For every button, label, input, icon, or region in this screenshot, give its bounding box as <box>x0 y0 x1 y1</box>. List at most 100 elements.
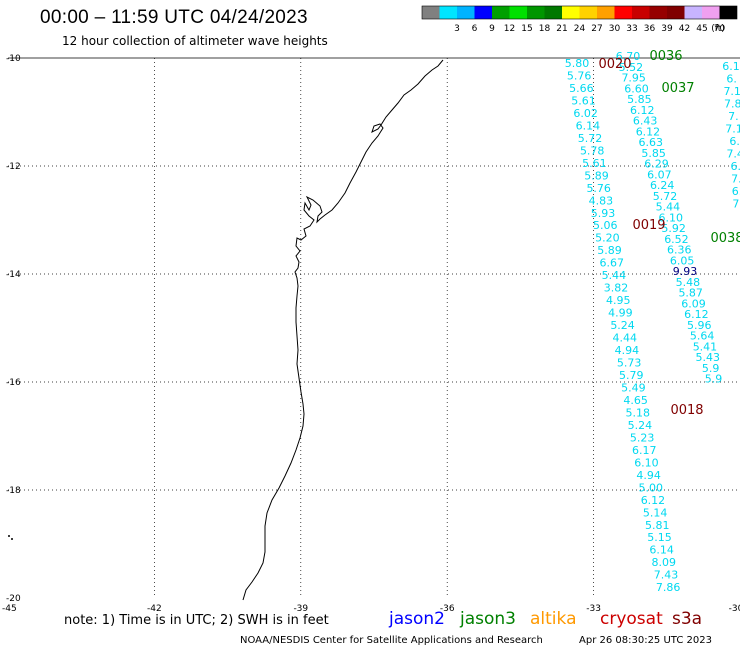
wave-height-label: 5.85 <box>641 147 666 160</box>
wave-height-label: 6. <box>731 160 740 173</box>
coastline <box>242 59 444 601</box>
wave-height-label: 5.41 <box>693 340 718 353</box>
wave-height-label: 5.18 <box>626 406 651 419</box>
wave-height-label: 7.1 <box>725 123 740 136</box>
wave-height-label: 7.95 <box>621 72 646 85</box>
wave-height-label: 5.15 <box>647 531 672 544</box>
colorbar-swatch <box>632 6 650 19</box>
lon-tick-label: -30 <box>729 604 740 614</box>
wave-height-label: 6.02 <box>573 107 598 120</box>
wave-height-label: 4.95 <box>606 294 631 307</box>
wave-height-label: 6. <box>726 73 737 86</box>
colorbar-tick-label: 42 <box>679 24 690 34</box>
wave-height-label: 6. <box>729 135 740 148</box>
colorbar-tick-label: 24 <box>574 24 586 34</box>
wave-height-label: 5.76 <box>586 182 611 195</box>
lat-tick-label: -10 <box>6 54 21 64</box>
wave-height-label: 4.94 <box>615 344 640 357</box>
lon-tick-label: -36 <box>440 604 455 614</box>
wave-height-label: 5.24 <box>628 419 653 432</box>
colorbar-frame <box>421 5 738 20</box>
wave-height-label: 5.00 <box>639 481 664 494</box>
wave-height-label: 6.24 <box>650 179 675 192</box>
wave-height-label: 4.99 <box>608 307 633 320</box>
colorbar-tick-label: 33 <box>626 24 637 34</box>
colorbar-tick-label: 45 <box>696 24 707 34</box>
wave-height-label: 4.94 <box>636 469 661 482</box>
wave-height-label: 5.14 <box>643 506 668 519</box>
wave-height-label: 5.89 <box>584 169 609 182</box>
wave-height-label: 7. <box>728 110 739 123</box>
pass-labels: 0036 0020 0037 0019 0038 0018 <box>598 49 740 418</box>
colorbar-tick-label: 15 <box>521 24 532 34</box>
legend-s3a: s3a <box>672 609 703 629</box>
offshore-island <box>8 535 13 540</box>
colorbar-tick-label: 18 <box>539 24 551 34</box>
wave-height-label: 7.43 <box>654 569 679 582</box>
wave-height-label: 5.81 <box>645 519 670 532</box>
wave-height-label: 5.64 <box>690 330 715 343</box>
colorbar-swatch <box>597 6 615 19</box>
wave-height-label: 7.4 <box>726 148 740 161</box>
lat-tick-label: -12 <box>6 162 21 172</box>
colorbar-tick-label: 9 <box>489 24 495 34</box>
wave-height-label: 6.60 <box>624 82 649 95</box>
wave-height-label: 5.73 <box>617 357 642 370</box>
wave-height-label: 5.79 <box>619 369 644 382</box>
wave-height-label: 6.36 <box>667 244 692 257</box>
wave-height-label: 4.65 <box>623 394 648 407</box>
pass-number-label: 0036 <box>649 49 682 64</box>
colorbar-swatch <box>702 6 720 19</box>
wave-height-label: 7.86 <box>656 581 681 594</box>
colorbar-swatch <box>457 6 475 19</box>
wave-height-label: 5.24 <box>610 319 635 332</box>
pass-number-label: 0018 <box>670 403 703 418</box>
wave-height-label: 5.85 <box>627 93 652 106</box>
colorbar-swatch <box>579 6 597 19</box>
wave-height-label: 6.12 <box>636 125 661 138</box>
colorbar-swatch <box>649 6 667 19</box>
colorbar-swatch <box>684 6 702 19</box>
wave-height-label: 6.63 <box>639 136 664 149</box>
wave-height-label: 7. <box>731 173 740 186</box>
colorbar-swatch <box>527 6 545 19</box>
corner-tick-label: -45 <box>2 604 17 614</box>
wave-height-label: 5.78 <box>580 144 605 157</box>
lon-tick-label: -42 <box>147 604 162 614</box>
colorbar-swatch <box>544 6 562 19</box>
colorbar-legend: 3 6 9 12 15 18 21 24 27 30 33 36 39 42 45 70(ft) <box>421 5 738 34</box>
wave-height-label: 5.61 <box>571 94 596 107</box>
wave-height-label: 6.09 <box>681 297 706 310</box>
wave-height-label: 5.44 <box>656 201 681 214</box>
wave-height-label: 9.93 <box>673 265 698 278</box>
colorbar-swatch <box>474 6 492 19</box>
lat-tick-label: -18 <box>6 486 21 496</box>
wave-height-label: 5.93 <box>591 207 616 220</box>
legend-jason3: jason3 <box>460 609 516 629</box>
colorbar-swatch <box>509 6 527 19</box>
colorbar-swatch <box>667 6 685 19</box>
lon-tick-label: -33 <box>586 604 601 614</box>
lat-tick-label: -16 <box>6 378 21 388</box>
legend-altika: altika <box>530 609 577 629</box>
wave-height-label: 5.87 <box>678 287 703 300</box>
wave-height-label: 6.14 <box>576 119 601 132</box>
wave-height-label: 8.09 <box>652 556 677 569</box>
wave-height-label: 4.44 <box>612 332 637 345</box>
legend-jason2: jason2 <box>389 609 445 629</box>
colorbar-swatch <box>422 6 440 19</box>
wave-height-label: 6.05 <box>670 254 695 267</box>
pass-number-label: 0019 <box>632 218 665 233</box>
colorbar-swatch <box>492 6 510 19</box>
wave-height-label: 4.83 <box>589 194 614 207</box>
altimeter-tracks: 5.805.765.665.616.026.145.725.785.615.89… <box>565 50 740 594</box>
wave-height-label: 5.49 <box>621 381 646 394</box>
pass-number-label: 0038 <box>710 231 740 246</box>
wave-height-label: 5.66 <box>569 82 594 95</box>
colorbar-tick-label: 12 <box>504 24 515 34</box>
wave-height-label: 5.89 <box>597 244 622 257</box>
wave-height-label: 5.61 <box>582 157 607 170</box>
wave-height-label: 5.52 <box>619 61 644 74</box>
lat-tick-label: -14 <box>6 270 21 280</box>
